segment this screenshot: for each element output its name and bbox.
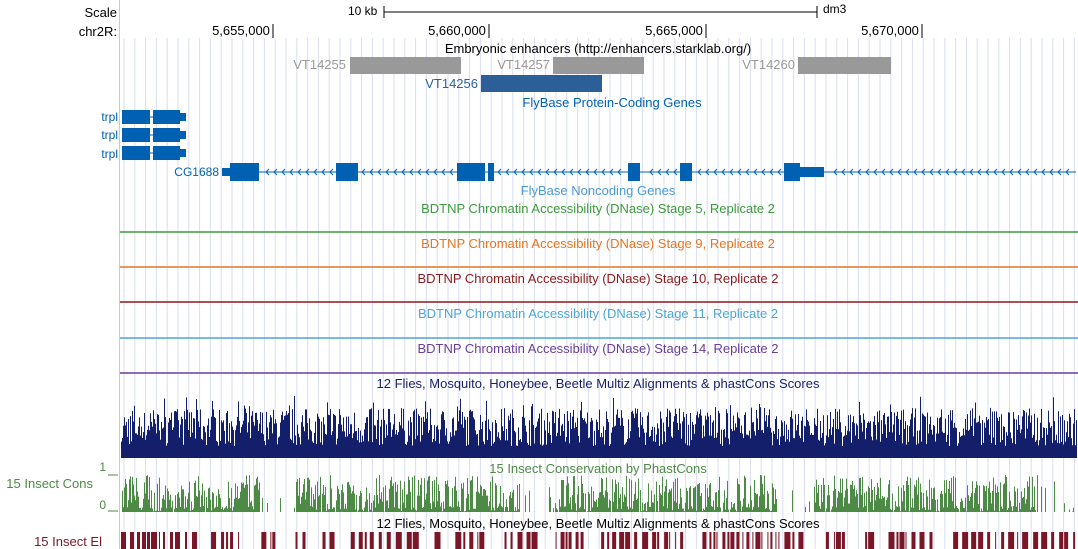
track-title-dnase-stage5: BDTNP Chromatin Accessibility (DNase) St… [421, 201, 775, 216]
scale-label: Scale [84, 5, 117, 20]
gene-exon [800, 167, 824, 177]
gene-utr [180, 149, 186, 157]
gene-label[interactable]: trpl [101, 128, 118, 142]
side-label-elements[interactable]: 15 Insect El [34, 534, 102, 549]
ruler-tick-label: 5,655,000 [212, 23, 270, 38]
gene-exon [230, 163, 259, 181]
side-label-cons15[interactable]: 15 Insect Cons [6, 476, 93, 491]
gene-exon [784, 163, 800, 181]
gene-exon [153, 128, 180, 142]
track-title-dnase-stage9: BDTNP Chromatin Accessibility (DNase) St… [421, 236, 775, 251]
chrom-label: chr2R: [78, 24, 117, 39]
assembly-label: dm3 [823, 2, 847, 16]
gene-utr [122, 150, 125, 156]
enhancer-feature [481, 75, 602, 92]
axis-min-label: 0 [99, 498, 106, 512]
track-title-dnase-stage11: BDTNP Chromatin Accessibility (DNase) St… [417, 306, 779, 321]
track-title-enhancers: Embryonic enhancers (http://enhancers.st… [444, 41, 752, 56]
enhancer-feature [553, 57, 644, 74]
gene-exon [122, 128, 150, 142]
ruler-tick-label: 5,660,000 [428, 23, 486, 38]
track-title-cons15: 15 Insect Conservation by PhastCons [489, 461, 707, 476]
gene-label[interactable]: trpl [101, 110, 118, 124]
track-title-elements: 12 Flies, Mosquito, Honeybee, Beetle Mul… [376, 516, 820, 531]
track-title-dnase-stage14: BDTNP Chromatin Accessibility (DNase) St… [417, 341, 779, 356]
gene-exon [628, 163, 640, 181]
scale-bar-label: 10 kb [348, 4, 378, 18]
track-title-flybase-coding: FlyBase Protein-Coding Genes [522, 95, 702, 110]
ruler-tick-label: 5,670,000 [861, 23, 919, 38]
enhancer-label[interactable]: VT14260 [742, 57, 795, 72]
ruler-tick-label: 5,665,000 [645, 23, 703, 38]
enhancer-feature [350, 57, 461, 74]
gene-exon [122, 146, 150, 160]
gene-utr [122, 114, 125, 120]
gene-exon [122, 110, 150, 124]
gene-exon [153, 110, 180, 124]
gene-exon [153, 146, 180, 160]
gene-label[interactable]: trpl [101, 147, 118, 161]
cons15-wiggle [122, 475, 1074, 512]
track-title-multiz: 12 Flies, Mosquito, Honeybee, Beetle Mul… [376, 376, 820, 391]
conserved-elements [121, 532, 1076, 549]
track-title-dnase-stage10: BDTNP Chromatin Accessibility (DNase) St… [417, 271, 779, 286]
gene-exon [336, 163, 358, 181]
axis-max-label: 1 [99, 460, 106, 474]
multiz-conservation-wiggle [121, 395, 1077, 458]
enhancer-label[interactable]: VT14255 [293, 57, 346, 72]
gene-utr [180, 131, 186, 139]
gene-exon [457, 163, 485, 181]
gene-utr [122, 132, 125, 138]
enhancer-label[interactable]: VT14257 [497, 57, 550, 72]
gene-exon [222, 168, 230, 176]
track-title-flybase-noncoding: FlyBase Noncoding Genes [520, 183, 676, 198]
gene-label[interactable]: CG1688 [174, 165, 219, 179]
gene-exon [680, 163, 692, 181]
enhancer-label[interactable]: VT14256 [425, 76, 478, 91]
gene-utr [180, 113, 186, 121]
gene-exon [488, 163, 494, 181]
strand-arrows [265, 168, 1070, 176]
enhancer-feature [798, 57, 891, 74]
